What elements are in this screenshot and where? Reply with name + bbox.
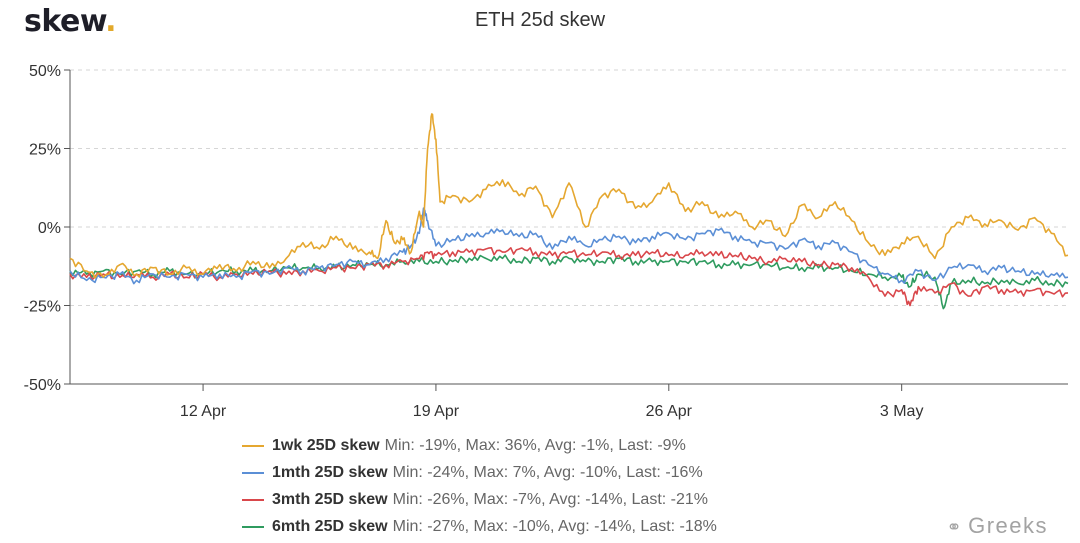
brand-dot: .: [105, 4, 117, 39]
legend-swatch-0: [242, 444, 264, 447]
xtick-label-2: 26 Apr: [646, 403, 693, 420]
ytick-label-3: -25%: [24, 299, 61, 316]
legend-item-2[interactable]: 3mth 25D skew Min: -26%, Max: -7%, Avg: -…: [242, 486, 717, 513]
series-line-3: [69, 254, 1069, 310]
watermark-text: Greeks: [968, 513, 1048, 538]
watermark: ⚭ Greeks: [946, 513, 1048, 539]
legend-item-3[interactable]: 6mth 25D skew Min: -27%, Max: -10%, Avg: …: [242, 513, 717, 540]
legend-name-1: 1mth 25D skew: [272, 463, 388, 481]
legend-stats-1: Min: -24%, Max: 7%, Avg: -10%, Last: -16…: [392, 463, 703, 481]
legend-name-0: 1wk 25D skew: [272, 436, 380, 454]
chart-series: [69, 113, 1069, 310]
wechat-icon: ⚭: [946, 517, 964, 537]
xtick-label-1: 19 Apr: [413, 403, 460, 420]
legend-item-1[interactable]: 1mth 25D skew Min: -24%, Max: 7%, Avg: -1…: [242, 459, 717, 486]
ytick-label-4: -50%: [24, 377, 61, 394]
chart-title: ETH 25d skew: [474, 9, 606, 31]
legend-name-2: 3mth 25D skew: [272, 490, 388, 508]
xtick-label-3: 3 May: [880, 403, 924, 420]
chart-axes: 50% 25% 0% -25% -50% 12 Apr 19 Apr 26 Apr 3 May: [24, 63, 1068, 420]
chart-grid: [70, 69, 1068, 306]
legend-stats-0: Min: -19%, Max: 36%, Avg: -1%, Last: -9%: [384, 436, 686, 454]
brand-name: skew: [24, 4, 106, 39]
legend-swatch-2: [242, 498, 264, 501]
legend-stats-2: Min: -26%, Max: -7%, Avg: -14%, Last: -2…: [392, 490, 708, 508]
chart-legend: 1wk 25D skew Min: -19%, Max: 36%, Avg: -1…: [242, 432, 717, 540]
series-line-0: [69, 113, 1069, 279]
xtick-label-0: 12 Apr: [180, 403, 227, 420]
legend-swatch-3: [242, 525, 264, 528]
legend-name-3: 6mth 25D skew: [272, 517, 388, 535]
series-line-2: [69, 247, 1069, 307]
legend-stats-3: Min: -27%, Max: -10%, Avg: -14%, Last: -…: [392, 517, 717, 535]
ytick-label-2: 0%: [38, 220, 61, 237]
ytick-label-0: 50%: [29, 63, 61, 80]
legend-item-0[interactable]: 1wk 25D skew Min: -19%, Max: 36%, Avg: -1…: [242, 432, 717, 459]
ytick-label-1: 25%: [29, 142, 61, 159]
skew-logo: skew.: [24, 4, 117, 39]
legend-swatch-1: [242, 471, 264, 474]
series-line-1: [69, 207, 1069, 285]
